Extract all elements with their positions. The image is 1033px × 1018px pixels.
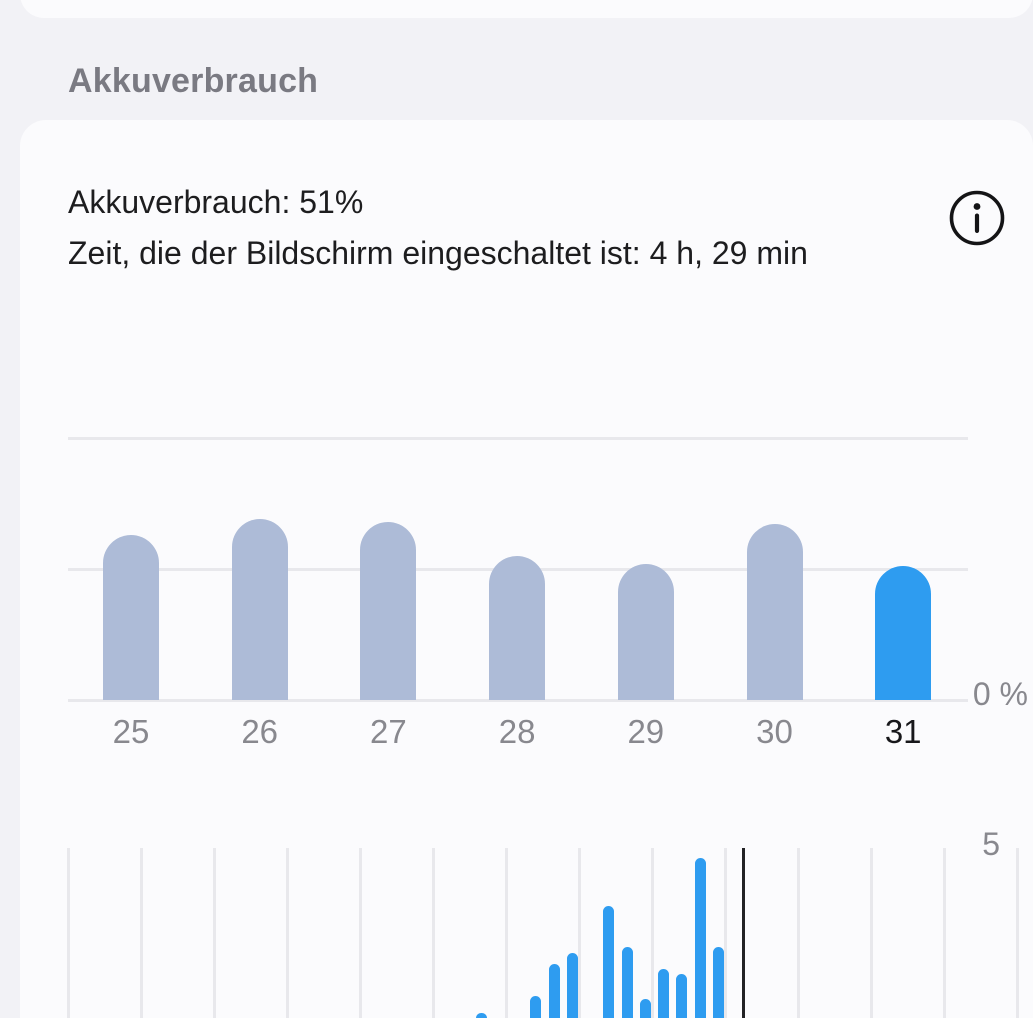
previous-card-bottom: [20, 0, 1033, 18]
section-title: Akkuverbrauch: [68, 62, 319, 100]
hourly-usage-bar: [676, 973, 688, 1018]
hourly-chart-gridline: [870, 848, 873, 1018]
current-time-marker: [742, 848, 746, 1018]
day-label-31[interactable]: 31: [884, 713, 922, 750]
hourly-chart-gridline: [1016, 848, 1019, 1018]
hourly-chart-gridline: [359, 848, 362, 1018]
info-button[interactable]: [948, 189, 1006, 247]
daily-bar-chart: 25 26 27 28 29 30 31: [20, 120, 1033, 770]
hourly-chart-gridline: [140, 848, 143, 1018]
hourly-chart-gridline: [505, 848, 508, 1018]
daily-chart-axis-label: 0 %: [972, 676, 1028, 712]
info-circle-icon: [948, 190, 1006, 251]
hourly-chart-gridline: [943, 848, 946, 1018]
day-label-26[interactable]: 26: [241, 713, 279, 750]
hourly-usage-bar: [712, 946, 724, 1018]
daily-chart-gridline: [68, 699, 968, 702]
hourly-usage-bar: [621, 946, 633, 1018]
hourly-chart-gridline: [286, 848, 289, 1018]
screen-on-time-text: Zeit, die der Bildschirm eingeschaltet i…: [68, 235, 808, 271]
hourly-chart-gridline: [724, 848, 727, 1018]
daily-bar-day-28[interactable]: [489, 555, 546, 700]
battery-usage-card: Akkuverbrauch: 51% Zeit, die der Bildsch…: [20, 120, 1033, 1018]
hourly-usage-bar: [639, 999, 651, 1018]
hourly-chart-gridline: [67, 848, 70, 1018]
daily-chart-gridline: [68, 437, 968, 440]
daily-bar-day-26[interactable]: [231, 519, 288, 700]
hourly-usage-bar: [530, 995, 542, 1018]
hourly-usage-bar: [548, 963, 560, 1018]
hourly-chart-gridline: [797, 848, 800, 1018]
hourly-chart-gridline: [432, 848, 435, 1018]
hourly-chart-axis-label: 5: [982, 826, 1000, 862]
day-label-25[interactable]: 25: [112, 713, 150, 750]
day-label-29[interactable]: 29: [627, 713, 665, 750]
daily-bar-day-29[interactable]: [617, 563, 674, 700]
hourly-usage-bar: [658, 968, 669, 1018]
daily-bar-day-27[interactable]: [360, 521, 417, 700]
battery-summary: Akkuverbrauch: 51% Zeit, die der Bildsch…: [68, 177, 808, 279]
day-label-27[interactable]: 27: [370, 713, 407, 750]
daily-bar-day-31[interactable]: [875, 566, 932, 700]
hourly-chart-gridline: [213, 848, 216, 1018]
day-label-28[interactable]: 28: [498, 713, 536, 750]
daily-bar-day-25[interactable]: [103, 534, 159, 700]
hourly-usage-bar: [603, 905, 615, 1018]
hourly-usage-bar: [694, 858, 706, 1018]
daily-bar-day-30[interactable]: [746, 524, 803, 700]
hourly-chart-gridline: [578, 848, 581, 1018]
day-label-30[interactable]: 30: [756, 713, 793, 750]
battery-usage-percent-text: Akkuverbrauch: 51%: [68, 184, 364, 220]
hourly-usage-bar: [475, 1012, 487, 1018]
hourly-bar-chart: 5: [20, 826, 1033, 1018]
hourly-usage-bar: [566, 953, 578, 1018]
hourly-chart-gridline: [651, 848, 654, 1018]
